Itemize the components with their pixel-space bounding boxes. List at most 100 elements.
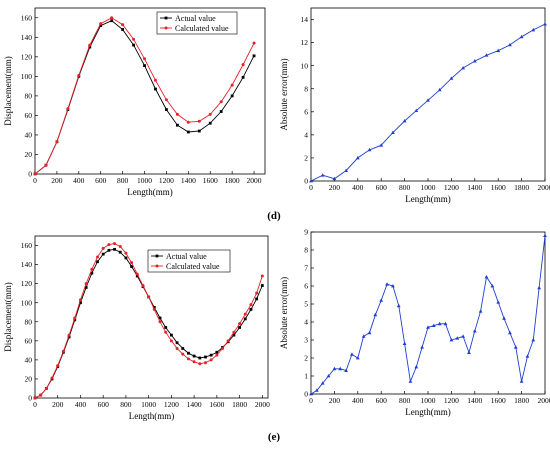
data-point	[431, 323, 436, 327]
x-tick-label: 1800	[232, 400, 247, 409]
y-tick-label: 20	[25, 375, 33, 384]
data-point	[260, 274, 264, 278]
data-point	[219, 100, 223, 104]
legend-label: Actual value	[166, 252, 207, 261]
data-point	[84, 286, 88, 289]
data-point	[230, 83, 234, 87]
data-point	[55, 140, 59, 144]
y-axis-label: Absolute error(mm)	[279, 277, 289, 349]
y-tick-label: 0	[28, 170, 32, 179]
data-point	[238, 326, 241, 329]
data-point	[175, 346, 179, 350]
data-point	[192, 360, 196, 364]
y-tick-label: 2	[304, 154, 308, 163]
data-point	[232, 330, 236, 334]
data-point	[78, 298, 82, 302]
data-point	[107, 248, 111, 252]
data-point	[132, 37, 136, 41]
data-point	[243, 317, 247, 321]
y-tick-label: 14	[301, 15, 309, 24]
data-point	[508, 330, 512, 335]
data-point	[192, 354, 196, 358]
data-point	[99, 22, 103, 26]
data-point	[252, 41, 256, 45]
y-tick-label: 8	[304, 84, 308, 93]
data-point	[519, 379, 524, 383]
data-point	[147, 295, 151, 299]
data-point	[355, 356, 360, 360]
data-point	[44, 386, 48, 390]
data-point	[39, 393, 43, 397]
x-tick-label: 1200	[164, 400, 179, 409]
data-point	[467, 350, 471, 354]
data-point	[385, 282, 389, 286]
data-point	[113, 242, 117, 246]
y-tick-label: 6	[304, 107, 308, 116]
data-point	[478, 309, 483, 313]
y-tick-label: 2	[304, 354, 308, 363]
data-point	[118, 244, 122, 248]
x-tick-label: 1000	[421, 183, 436, 192]
y-tick-label: 0	[304, 177, 308, 186]
y-tick-label: 1	[304, 372, 308, 381]
data-point	[484, 53, 489, 57]
data-point	[232, 333, 236, 337]
x-tick-label: 200	[329, 396, 341, 405]
y-tick-label: 80	[25, 317, 33, 326]
legend-swatch-marker	[155, 264, 159, 268]
chart-d-displacement: 0 200 400 600 800 1000 1200 1400 1600 1800 2000 0 20…	[3, 7, 266, 197]
data-point	[101, 246, 105, 250]
x-tick-label: 1600	[491, 396, 506, 405]
data-point	[143, 57, 147, 61]
y-tick-label: 4	[304, 318, 308, 327]
data-point	[164, 98, 168, 102]
data-point	[531, 338, 536, 342]
data-point	[391, 130, 395, 134]
data-point	[181, 347, 185, 350]
data-point	[197, 119, 201, 123]
data-point	[309, 392, 313, 396]
data-point	[198, 356, 202, 360]
data-point	[215, 353, 219, 357]
data-point	[472, 329, 477, 333]
y-tick-label: 80	[25, 91, 33, 100]
x-tick-label: 600	[376, 396, 388, 405]
data-point	[490, 284, 495, 288]
y-tick-label: 7	[304, 264, 308, 273]
y-tick-label: 100	[21, 298, 33, 307]
legend-label: Actual value	[175, 14, 216, 23]
panel-label-d: (d)	[267, 210, 281, 222]
data-point	[73, 318, 77, 322]
data-point	[332, 176, 337, 181]
y-tick-label: 5	[304, 300, 308, 309]
data-point	[208, 121, 212, 125]
data-point	[96, 260, 99, 264]
data-point	[209, 353, 213, 357]
x-tick-label: 800	[399, 396, 411, 405]
data-point	[437, 87, 442, 92]
data-point	[252, 54, 256, 58]
data-point	[88, 43, 92, 47]
data-point	[90, 271, 94, 275]
panel-label-e: (e)	[268, 431, 281, 443]
data-point	[110, 16, 114, 20]
data-point	[215, 350, 219, 354]
data-point	[221, 346, 225, 350]
data-point	[67, 335, 71, 339]
data-point	[414, 108, 419, 113]
data-point	[443, 321, 448, 326]
data-point	[379, 298, 384, 302]
data-point	[543, 233, 547, 237]
data-point	[255, 297, 259, 301]
data-point	[367, 147, 372, 152]
series-line	[34, 17, 255, 175]
data-point	[101, 252, 105, 256]
data-point	[414, 365, 419, 369]
x-tick-label: 1400	[467, 183, 482, 192]
data-point	[121, 23, 125, 27]
x-tick-label: 1800	[514, 396, 529, 405]
data-point	[391, 284, 395, 288]
data-point	[326, 374, 331, 378]
data-point	[496, 48, 501, 53]
y-axis-label: Absolute error(mm)	[279, 58, 289, 130]
